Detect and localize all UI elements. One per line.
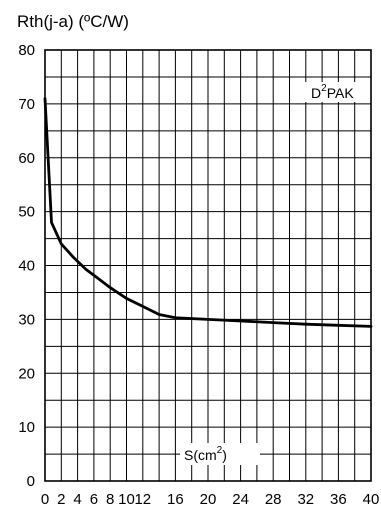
x-axis-label-group: S(cm2)	[180, 443, 260, 465]
x-tick-label: 16	[167, 491, 184, 508]
x-tick-label: 40	[363, 491, 380, 508]
x-tick-label: 24	[232, 491, 249, 508]
x-tick-label: 20	[200, 491, 217, 508]
y-tick-label: 30	[18, 311, 35, 328]
plot-frame	[44, 49, 372, 482]
series-line	[43, 97, 373, 328]
x-axis-label-tail: )	[222, 447, 227, 463]
x-tick-label: 28	[265, 491, 282, 508]
package-main: D	[311, 85, 321, 101]
package-annotation-text: D2PAK	[311, 83, 354, 101]
x-tick-label: 36	[330, 491, 347, 508]
x-tick-label: 0	[41, 491, 49, 508]
package-sup: 2	[321, 83, 327, 94]
y-tick-label: 40	[18, 258, 35, 275]
package-tail: PAK	[327, 85, 355, 101]
y-tick-label: 50	[18, 204, 35, 221]
x-axis-label-sup: 2	[217, 445, 223, 456]
x-tick-label: 12	[134, 491, 151, 508]
x-tick-label: 6	[90, 491, 98, 508]
x-tick-label: 32	[297, 491, 314, 508]
x-tick-label: 4	[73, 491, 81, 508]
y-tick-label: 20	[18, 365, 35, 382]
y-tick-label: 80	[18, 42, 35, 59]
package-annotation-background	[305, 82, 367, 102]
x-axis-label-background	[180, 443, 260, 465]
x-tick-label: 2	[57, 491, 65, 508]
y-tick-label: 10	[18, 419, 35, 436]
x-axis-label-main: S(cm	[184, 447, 217, 463]
x-tick-label: 10	[118, 491, 135, 508]
y-axis-label: Rth(j-a) (ºC/W)	[17, 12, 129, 31]
y-tick-label: 0	[27, 473, 35, 490]
x-tick-label: 8	[106, 491, 114, 508]
y-tick-label: 60	[18, 150, 35, 167]
y-tick-label: 70	[18, 96, 35, 113]
x-axis-label: S(cm2)	[184, 445, 227, 463]
package-annotation: D2PAK	[305, 82, 367, 102]
grid	[44, 49, 372, 482]
